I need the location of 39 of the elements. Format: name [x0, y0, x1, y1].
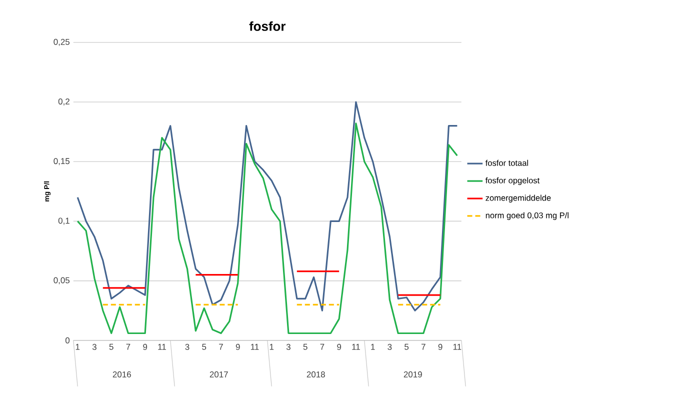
x-tick-label: 3 — [286, 344, 290, 350]
x-tick-label: 9 — [143, 344, 148, 350]
y-tick-label: 0,1 — [58, 218, 70, 225]
text: 2019 — [404, 371, 422, 378]
x-tick-label: 11 — [453, 344, 462, 350]
y-tick-label: 0,25 — [54, 38, 70, 46]
text: 2016 — [112, 371, 131, 378]
text: 2018 — [306, 371, 325, 378]
x-tick-label: 9 — [438, 344, 442, 350]
x-tick-label: 9 — [337, 344, 342, 350]
x-tick-label: 3 — [388, 344, 392, 350]
x-tick-label: 7 — [422, 344, 426, 350]
line-series — [76, 101, 458, 312]
y-tick-label: 0,05 — [54, 277, 70, 284]
x-tick-label: 5 — [109, 344, 114, 350]
x-tick-label: 7 — [320, 344, 324, 350]
y-tick-label: 0 — [65, 337, 70, 344]
legend-label: fosfor opgelost — [485, 177, 540, 186]
x-tick-label: 3 — [185, 344, 190, 350]
legend-label: norm goed 0,03 mg P/l — [486, 212, 568, 220]
y-tick-label: 0,2 — [58, 98, 70, 106]
legend-label: fosfor totaal — [485, 160, 528, 166]
x-tick-label: 5 — [202, 344, 206, 350]
y-tick-label: 0,15 — [54, 158, 70, 166]
x-tick-label: 11 — [158, 344, 166, 350]
x-tick-label: 1 — [371, 344, 375, 350]
x-tick-label: 11 — [352, 344, 360, 350]
x-tick-label: 1 — [76, 344, 80, 350]
x-tick-label: 3 — [92, 344, 96, 350]
text: 2017 — [210, 371, 228, 378]
x-tick-label: 1 — [270, 344, 274, 350]
x-tick-label: 7 — [126, 344, 130, 350]
x-tick-label: 11 — [250, 344, 259, 350]
chart-title: fosfor — [249, 21, 286, 31]
x-tick-label: 7 — [219, 344, 223, 350]
x-tick-label: 5 — [404, 344, 409, 350]
x-tick-label: 5 — [303, 344, 308, 350]
x-tick-label: 9 — [236, 344, 240, 350]
legend-label: zomergemiddelde — [486, 194, 551, 202]
